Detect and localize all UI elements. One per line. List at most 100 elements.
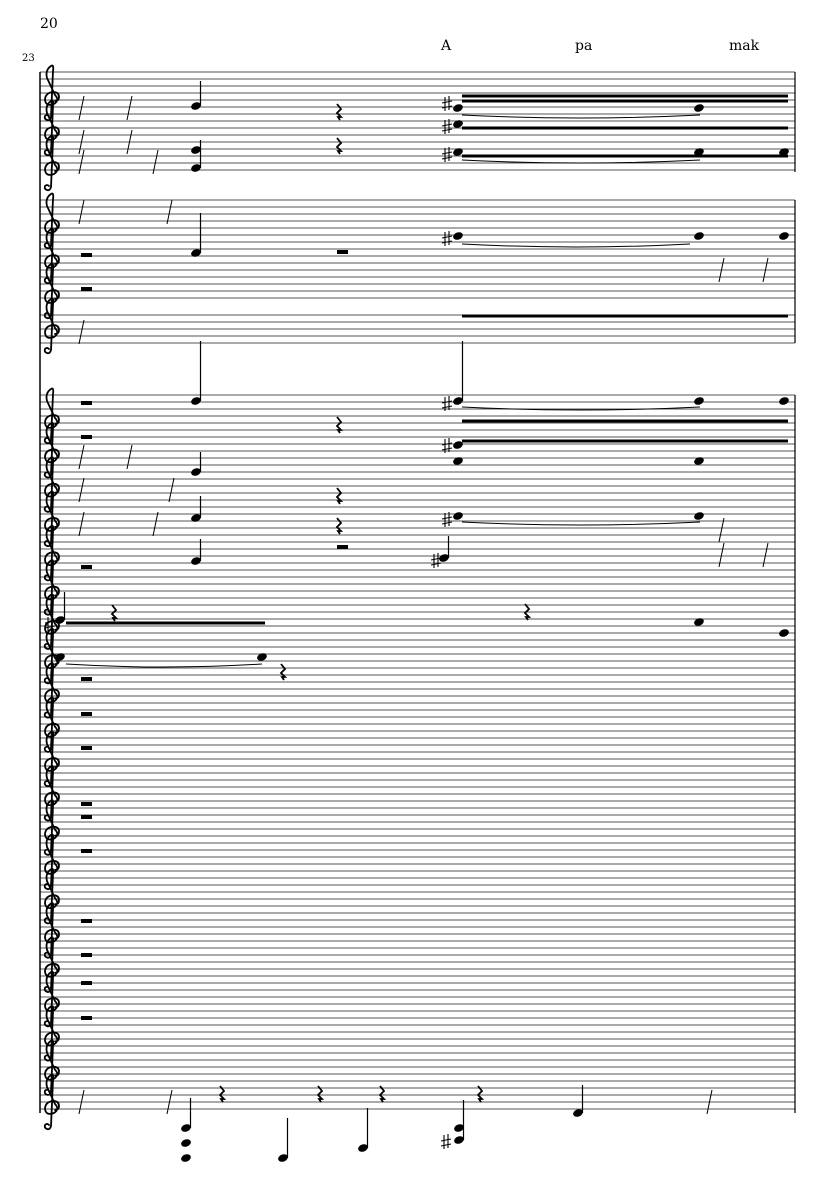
sharp-icon: [441, 396, 453, 411]
half-rest: [81, 712, 92, 716]
rest-32nd: [126, 129, 133, 155]
treble-clef-icon: [43, 730, 60, 788]
rest-32nd: [78, 199, 85, 225]
treble-clef-icon: [43, 297, 60, 355]
treble-clef-icon: [43, 662, 60, 719]
treble-clef-icon: [43, 696, 60, 753]
quarter-rest: [523, 603, 532, 621]
rest-32nd: [152, 511, 159, 537]
quarter-rest: [335, 517, 344, 535]
treble-clef-icon: [43, 970, 60, 1028]
tie: [461, 243, 691, 248]
notehead: [453, 397, 463, 405]
notehead: [191, 557, 201, 565]
half-rest: [81, 401, 92, 405]
treble-clef-icon: [43, 902, 60, 959]
quarter-rest: [110, 604, 119, 622]
quarter-rest: [378, 1085, 387, 1103]
notehead: [694, 512, 704, 520]
sharp-icon: [441, 512, 453, 527]
notehead: [779, 232, 789, 240]
rest-32nd: [78, 149, 85, 175]
rest-32nd: [718, 257, 725, 283]
notehead: [694, 397, 704, 405]
tie: [461, 159, 701, 164]
treble-clef-icon: [43, 1039, 60, 1096]
half-rest: [81, 802, 92, 806]
tie: [65, 663, 263, 668]
half-rest: [81, 953, 92, 957]
notehead: [694, 232, 704, 240]
treble-clef-icon: [43, 936, 60, 993]
tie: [461, 406, 701, 411]
rest-32nd: [78, 477, 85, 503]
notehead: [181, 1124, 191, 1132]
quarter-rest: [316, 1085, 325, 1103]
notehead: [453, 441, 463, 449]
sharp-icon: [440, 1134, 452, 1149]
notehead: [453, 512, 463, 520]
rest-32nd: [706, 1089, 713, 1115]
notehead: [573, 1109, 583, 1117]
measure-number: 23: [22, 53, 35, 64]
rest-32nd: [126, 95, 133, 121]
notehead: [278, 1154, 288, 1162]
rest-32nd: [166, 199, 173, 225]
half-rest: [337, 545, 348, 549]
notehead: [55, 616, 65, 624]
sharp-icon: [441, 96, 453, 111]
treble-clef-icon: [43, 134, 60, 192]
sharp-icon: [441, 119, 453, 134]
notehead: [453, 104, 463, 112]
rest-32nd: [762, 542, 769, 568]
half-rest: [81, 746, 92, 750]
rest-32nd: [78, 511, 85, 537]
treble-clef-icon: [43, 490, 60, 547]
tie: [461, 521, 701, 526]
treble-clef-icon: [43, 764, 60, 822]
treble-clef-icon: [43, 456, 60, 513]
treble-clef-icon: [43, 387, 60, 445]
half-rest: [81, 815, 92, 819]
rest-32nd: [126, 444, 133, 470]
treble-clef-icon: [43, 559, 60, 616]
notehead: [191, 249, 201, 257]
notehead: [779, 148, 789, 156]
notehead: [454, 1124, 464, 1132]
treble-clef-icon: [43, 799, 60, 856]
rest-32nd: [78, 1089, 85, 1115]
treble-clef-icon: [43, 867, 60, 925]
half-rest: [81, 253, 92, 257]
half-rest: [81, 565, 92, 569]
rest-32nd: [718, 542, 725, 568]
treble-clef-icon: [43, 1073, 60, 1131]
rest-32nd: [168, 477, 175, 503]
notehead: [191, 468, 201, 476]
quarter-rest: [335, 487, 344, 505]
rest-32nd: [166, 1089, 173, 1115]
rest-32nd: [78, 129, 85, 155]
rest-32nd: [762, 257, 769, 283]
notehead: [439, 554, 449, 562]
rest-32nd: [78, 95, 85, 121]
half-rest: [81, 981, 92, 985]
lyric-syllable: pa: [575, 38, 593, 54]
half-rest: [81, 677, 92, 681]
notehead: [694, 104, 704, 112]
rest-32nd: [718, 517, 725, 543]
rest-32nd: [78, 444, 85, 470]
treble-clef-icon: [43, 833, 60, 890]
notehead: [191, 397, 201, 405]
notehead: [453, 232, 463, 240]
half-rest: [81, 849, 92, 853]
quarter-rest: [279, 663, 288, 681]
notehead: [257, 653, 267, 661]
notehead: [181, 1139, 191, 1147]
tie: [461, 114, 701, 119]
sharp-icon: [441, 438, 453, 453]
rest-32nd: [78, 319, 85, 345]
notehead: [779, 629, 789, 637]
notehead: [181, 1154, 191, 1162]
notehead: [453, 148, 463, 156]
